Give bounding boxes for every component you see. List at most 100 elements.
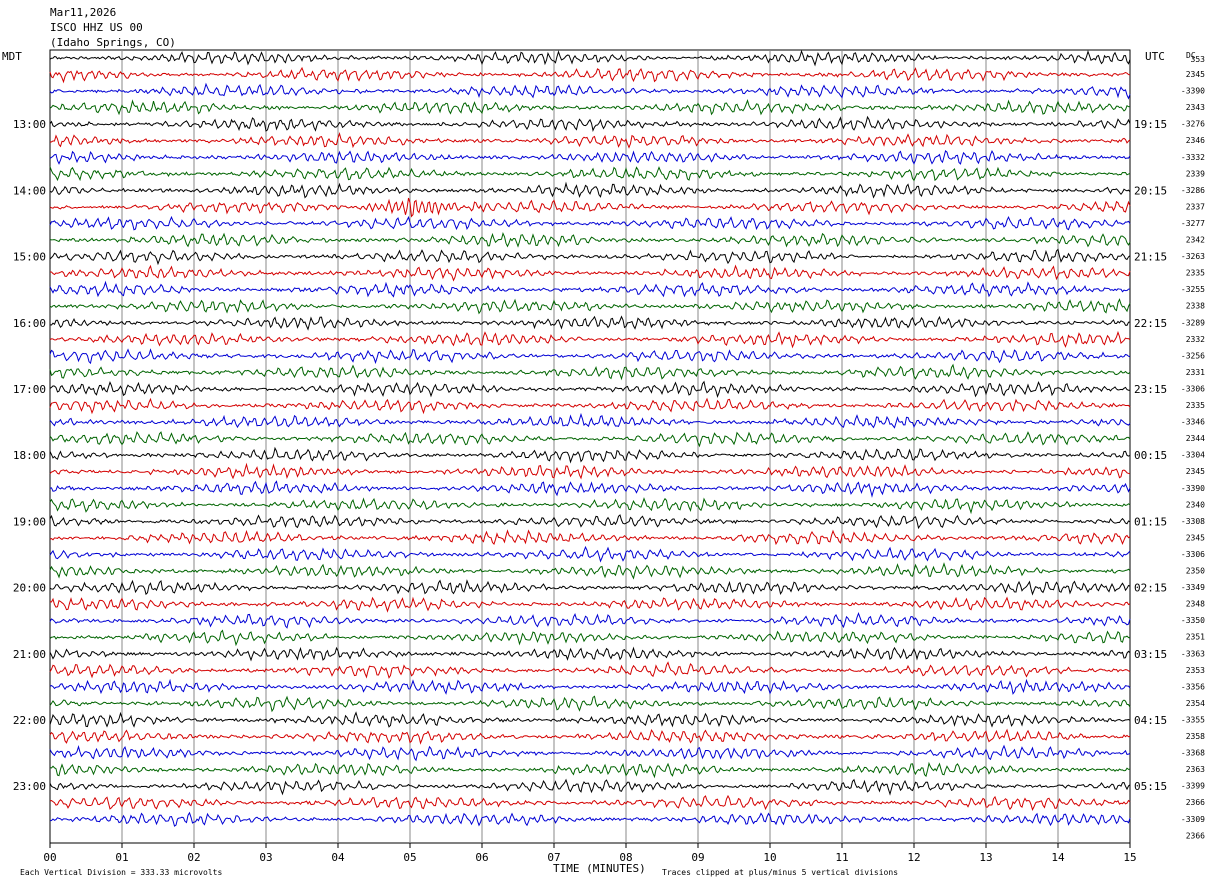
trace-row-40 bbox=[49, 711, 1131, 728]
right-hour-labels: 19:15 20:15 21:15 22:15 23:15 00:15 01:15 02:15… bbox=[1134, 118, 1167, 793]
seismic-traces bbox=[49, 49, 1131, 827]
header-date: Mar11,2026 bbox=[50, 6, 116, 19]
dc-offset-label: 2331 bbox=[1186, 368, 1205, 377]
dc-offset-label: -3306 bbox=[1181, 550, 1205, 559]
right-hour-label: 01:15 bbox=[1134, 515, 1167, 528]
left-hour-label: 18:00 bbox=[13, 449, 46, 462]
left-hour-label: 17:00 bbox=[13, 383, 46, 396]
trace-row-26 bbox=[49, 480, 1131, 498]
dc-offset-label: -3277 bbox=[1181, 219, 1205, 228]
trace-row-13 bbox=[49, 264, 1131, 282]
right-hour-label: 05:15 bbox=[1134, 780, 1167, 793]
dc-offset-label: 353 bbox=[1191, 55, 1206, 64]
x-tick-label-01: 01 bbox=[115, 851, 128, 864]
trace-row-44 bbox=[49, 778, 1131, 796]
trace-row-10 bbox=[49, 215, 1131, 231]
trace-row-38 bbox=[49, 678, 1131, 695]
trace-row-32 bbox=[49, 579, 1131, 596]
dc-offset-label: -3304 bbox=[1181, 451, 1205, 460]
left-hour-label: 15:00 bbox=[13, 251, 46, 264]
dc-offset-label: -3399 bbox=[1181, 782, 1205, 791]
trace-row-8 bbox=[49, 181, 1131, 199]
dc-offset-label: 2339 bbox=[1186, 169, 1205, 178]
dc-offset-label: -3308 bbox=[1181, 517, 1205, 526]
right-hour-label: 23:15 bbox=[1134, 383, 1167, 396]
trace-row-11 bbox=[49, 232, 1131, 248]
right-hour-label: 21:15 bbox=[1134, 251, 1167, 264]
trace-row-19 bbox=[49, 363, 1131, 381]
x-tick-label-04: 04 bbox=[331, 851, 345, 864]
left-hour-label: 23:00 bbox=[13, 780, 46, 793]
dc-offset-label: 2363 bbox=[1186, 765, 1205, 774]
trace-row-35 bbox=[49, 629, 1131, 647]
left-hour-labels: 13:00 14:00 15:00 16:00 17:00 18:00 19:00 20:00… bbox=[13, 118, 46, 793]
trace-row-34 bbox=[49, 611, 1131, 629]
dc-offset-label: -3390 bbox=[1181, 87, 1205, 96]
left-hour-label: 21:00 bbox=[13, 648, 46, 661]
dc-offset-label: 2342 bbox=[1186, 236, 1205, 245]
dc-offset-label: -3263 bbox=[1181, 252, 1205, 261]
trace-row-14 bbox=[49, 280, 1131, 298]
trace-row-45 bbox=[49, 794, 1131, 812]
footer-scale-note: Each Vertical Division = 333.33 microvol… bbox=[20, 868, 222, 877]
dc-offset-label: 2345 bbox=[1186, 533, 1205, 542]
trace-row-5 bbox=[49, 131, 1131, 149]
dc-offset-label: -3356 bbox=[1181, 682, 1205, 691]
trace-row-0 bbox=[49, 49, 1131, 67]
trace-row-16 bbox=[49, 315, 1131, 331]
trace-row-28 bbox=[49, 514, 1131, 530]
dc-offset-label: -3390 bbox=[1181, 484, 1205, 493]
dc-offset-label: 2351 bbox=[1186, 633, 1205, 642]
right-hour-label: 02:15 bbox=[1134, 582, 1167, 595]
x-axis-title: TIME (MINUTES) bbox=[553, 862, 646, 875]
trace-row-15 bbox=[49, 298, 1131, 315]
trace-row-33 bbox=[49, 596, 1131, 613]
trace-row-23 bbox=[49, 431, 1131, 448]
dc-offset-label: -3289 bbox=[1181, 318, 1205, 327]
left-hour-label: 20:00 bbox=[13, 582, 46, 595]
x-tick-label-09: 09 bbox=[691, 851, 704, 864]
footer-clip-note: Traces clipped at plus/minus 5 vertical … bbox=[662, 868, 898, 877]
trace-row-6 bbox=[49, 149, 1131, 165]
trace-row-37 bbox=[49, 661, 1131, 679]
dc-offset-label: 2348 bbox=[1186, 600, 1205, 609]
header-station: ISCO HHZ US 00 bbox=[50, 21, 143, 34]
x-tick-label-02: 02 bbox=[187, 851, 200, 864]
dc-offset-label: 2343 bbox=[1186, 103, 1205, 112]
dc-offset-label: 2335 bbox=[1186, 401, 1205, 410]
dc-offset-label: 2337 bbox=[1186, 202, 1205, 211]
header-location: (Idaho Springs, CO) bbox=[50, 36, 176, 49]
dc-offset-label: 2366 bbox=[1186, 831, 1205, 840]
dc-offset-label: 2350 bbox=[1186, 567, 1205, 576]
dc-offset-label: -3349 bbox=[1181, 583, 1205, 592]
left-hour-label: 22:00 bbox=[13, 714, 46, 727]
trace-row-24 bbox=[49, 446, 1131, 464]
trace-row-29 bbox=[49, 529, 1131, 546]
right-hour-label: 03:15 bbox=[1134, 648, 1167, 661]
trace-row-41 bbox=[49, 728, 1131, 745]
left-hour-label: 19:00 bbox=[13, 515, 46, 528]
x-tick-label-00: 00 bbox=[43, 851, 56, 864]
trace-row-4 bbox=[49, 115, 1131, 132]
trace-row-46 bbox=[49, 811, 1131, 827]
left-hour-label: 14:00 bbox=[13, 184, 46, 197]
trace-row-31 bbox=[49, 562, 1131, 580]
x-tick-label-08: 08 bbox=[619, 851, 632, 864]
trace-row-9 bbox=[49, 197, 1131, 218]
trace-row-42 bbox=[49, 744, 1131, 762]
trace-row-25 bbox=[49, 462, 1131, 480]
trace-row-12 bbox=[49, 248, 1131, 266]
trace-row-39 bbox=[49, 695, 1131, 713]
trace-row-43 bbox=[49, 761, 1131, 779]
trace-row-1 bbox=[49, 66, 1131, 84]
dc-offset-label: -3286 bbox=[1181, 186, 1205, 195]
trace-row-36 bbox=[49, 646, 1131, 662]
x-tick-label-06: 06 bbox=[475, 851, 488, 864]
dc-offset-label: 2353 bbox=[1186, 666, 1205, 675]
dc-offset-label: -3332 bbox=[1181, 153, 1205, 162]
dc-offset-label: 2344 bbox=[1186, 434, 1205, 443]
x-tick-label-05: 05 bbox=[403, 851, 416, 864]
trace-row-3 bbox=[49, 98, 1131, 116]
right-hour-label: 22:15 bbox=[1134, 317, 1167, 330]
